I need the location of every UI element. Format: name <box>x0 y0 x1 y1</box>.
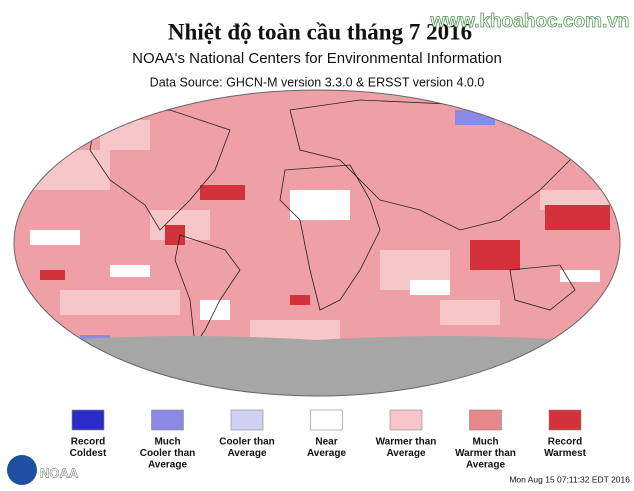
legend-label: Average <box>466 460 506 471</box>
legend-label: Average <box>307 448 347 459</box>
noaa-logo <box>7 455 37 485</box>
legend-label: Cooler than <box>219 437 275 448</box>
legend-label: Average <box>148 460 188 471</box>
data-source: Data Source: GHCN-M version 3.3.0 & ERSS… <box>150 75 485 89</box>
legend-label: Much <box>472 437 498 448</box>
legend-swatch <box>151 409 184 431</box>
legend-label: Average <box>227 448 267 459</box>
legend-swatch <box>469 409 502 431</box>
legend-label: Average <box>386 448 426 459</box>
legend-label: Record <box>548 437 582 448</box>
legend-swatch <box>71 409 105 431</box>
legend-label: Much <box>154 437 180 448</box>
watermark: www.khoahoc.com.vn <box>430 11 630 32</box>
legend-label: Cooler than <box>140 448 196 459</box>
legend-label: Coldest <box>70 448 107 459</box>
legend-label: Warmer than <box>376 437 437 448</box>
map-border <box>13 89 621 397</box>
legend-swatch <box>548 409 582 431</box>
map <box>14 90 620 396</box>
legend-label: Near <box>315 437 337 448</box>
legend-swatch <box>230 409 264 431</box>
legend-swatch <box>389 409 423 431</box>
subtitle: NOAA's National Centers for Environmenta… <box>132 50 502 67</box>
logo-text: NOAA <box>40 465 79 480</box>
legend-swatch <box>310 409 343 431</box>
title: Nhiệt độ toàn cầu tháng 7 2016 <box>168 19 472 44</box>
legend-label: Record <box>71 437 105 448</box>
near-patches <box>30 190 600 320</box>
legend-label: Warmest <box>544 448 587 459</box>
legend-label: Warmer than <box>455 448 516 459</box>
timestamp: Mon Aug 15 07:11:32 EDT 2016 <box>509 474 630 484</box>
record-warm-patches <box>40 185 610 305</box>
